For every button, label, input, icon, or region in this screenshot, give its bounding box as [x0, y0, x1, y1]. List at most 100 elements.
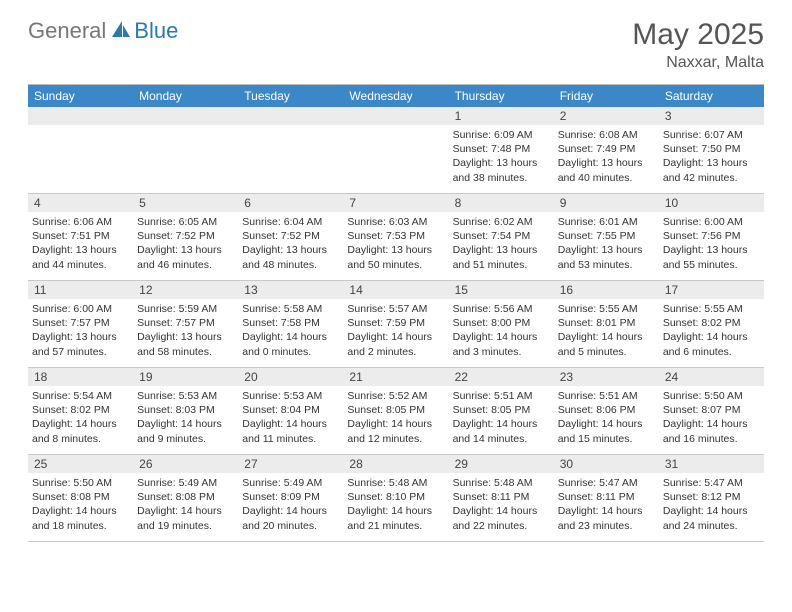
daylight-text: and 22 minutes.	[453, 519, 550, 533]
sunrise-text: Sunrise: 5:55 AM	[558, 302, 655, 316]
daylight-text: Daylight: 14 hours	[137, 417, 234, 431]
day-info: Sunrise: 6:07 AMSunset: 7:50 PMDaylight:…	[663, 128, 760, 185]
daylight-text: and 19 minutes.	[137, 519, 234, 533]
day-number: 30	[554, 455, 659, 473]
sunrise-text: Sunrise: 5:51 AM	[453, 389, 550, 403]
day-info: Sunrise: 5:51 AMSunset: 8:06 PMDaylight:…	[558, 389, 655, 446]
day-cell: 21Sunrise: 5:52 AMSunset: 8:05 PMDayligh…	[343, 368, 448, 454]
day-number: 10	[659, 194, 764, 212]
daylight-text: and 24 minutes.	[663, 519, 760, 533]
day-number: 3	[659, 107, 764, 125]
day-cell: 20Sunrise: 5:53 AMSunset: 8:04 PMDayligh…	[238, 368, 343, 454]
day-number: 19	[133, 368, 238, 386]
daylight-text: Daylight: 13 hours	[137, 330, 234, 344]
logo-text-blue: Blue	[134, 18, 178, 44]
daylight-text: Daylight: 14 hours	[242, 330, 339, 344]
day-number	[343, 107, 448, 125]
sunrise-text: Sunrise: 5:50 AM	[663, 389, 760, 403]
day-cell: 1Sunrise: 6:09 AMSunset: 7:48 PMDaylight…	[449, 107, 554, 193]
daylight-text: Daylight: 13 hours	[242, 243, 339, 257]
sunrise-text: Sunrise: 5:48 AM	[347, 476, 444, 490]
day-cell: 8Sunrise: 6:02 AMSunset: 7:54 PMDaylight…	[449, 194, 554, 280]
daylight-text: Daylight: 14 hours	[453, 417, 550, 431]
day-info: Sunrise: 5:54 AMSunset: 8:02 PMDaylight:…	[32, 389, 129, 446]
daylight-text: and 16 minutes.	[663, 432, 760, 446]
day-number: 29	[449, 455, 554, 473]
sunrise-text: Sunrise: 5:47 AM	[663, 476, 760, 490]
logo-text-general: General	[28, 18, 106, 44]
day-info: Sunrise: 5:47 AMSunset: 8:11 PMDaylight:…	[558, 476, 655, 533]
sunrise-text: Sunrise: 6:07 AM	[663, 128, 760, 142]
sunset-text: Sunset: 8:04 PM	[242, 403, 339, 417]
weekday-header: Tuesday	[238, 85, 343, 107]
day-number: 27	[238, 455, 343, 473]
day-info: Sunrise: 5:53 AMSunset: 8:04 PMDaylight:…	[242, 389, 339, 446]
daylight-text: Daylight: 14 hours	[32, 417, 129, 431]
daylight-text: Daylight: 14 hours	[242, 417, 339, 431]
weekday-header: Monday	[133, 85, 238, 107]
sunset-text: Sunset: 8:11 PM	[558, 490, 655, 504]
day-info: Sunrise: 6:09 AMSunset: 7:48 PMDaylight:…	[453, 128, 550, 185]
day-info: Sunrise: 6:03 AMSunset: 7:53 PMDaylight:…	[347, 215, 444, 272]
day-cell: 23 Sunrise: 5:51 AMSunset: 8:06 PMDayligh…	[554, 368, 659, 454]
day-info: Sunrise: 5:56 AMSunset: 8:00 PMDaylight:…	[453, 302, 550, 359]
daylight-text: Daylight: 14 hours	[663, 504, 760, 518]
day-info: Sunrise: 5:49 AMSunset: 8:09 PMDaylight:…	[242, 476, 339, 533]
daylight-text: Daylight: 14 hours	[558, 504, 655, 518]
daylight-text: Daylight: 13 hours	[558, 156, 655, 170]
day-info: Sunrise: 5:51 AMSunset: 8:05 PMDaylight:…	[453, 389, 550, 446]
day-info: Sunrise: 5:49 AMSunset: 8:08 PMDaylight:…	[137, 476, 234, 533]
sunset-text: Sunset: 8:00 PM	[453, 316, 550, 330]
week-row: 25Sunrise: 5:50 AMSunset: 8:08 PMDayligh…	[28, 455, 764, 542]
daylight-text: Daylight: 14 hours	[453, 504, 550, 518]
day-number: 2	[554, 107, 659, 125]
daylight-text: and 23 minutes.	[558, 519, 655, 533]
sunrise-text: Sunrise: 5:48 AM	[453, 476, 550, 490]
day-cell: 28Sunrise: 5:48 AMSunset: 8:10 PMDayligh…	[343, 455, 448, 541]
day-cell: 24Sunrise: 5:50 AMSunset: 8:07 PMDayligh…	[659, 368, 764, 454]
day-cell: 30 Sunrise: 5:47 AMSunset: 8:11 PMDayligh…	[554, 455, 659, 541]
day-number: 16	[554, 281, 659, 299]
sunset-text: Sunset: 8:08 PM	[32, 490, 129, 504]
location: Naxxar, Malta	[632, 54, 764, 72]
daylight-text: and 15 minutes.	[558, 432, 655, 446]
sunset-text: Sunset: 7:56 PM	[663, 229, 760, 243]
sunset-text: Sunset: 8:02 PM	[663, 316, 760, 330]
daylight-text: and 14 minutes.	[453, 432, 550, 446]
weekday-header: Friday	[554, 85, 659, 107]
weekday-header: Sunday	[28, 85, 133, 107]
day-cell: 7Sunrise: 6:03 AMSunset: 7:53 PMDaylight…	[343, 194, 448, 280]
daylight-text: and 42 minutes.	[663, 171, 760, 185]
sunrise-text: Sunrise: 6:02 AM	[453, 215, 550, 229]
sunset-text: Sunset: 8:08 PM	[137, 490, 234, 504]
sunrise-text: Sunrise: 5:55 AM	[663, 302, 760, 316]
week-row: 4Sunrise: 6:06 AMSunset: 7:51 PMDaylight…	[28, 194, 764, 281]
daylight-text: Daylight: 13 hours	[663, 243, 760, 257]
sunset-text: Sunset: 8:02 PM	[32, 403, 129, 417]
sail-icon	[110, 19, 132, 44]
day-number	[238, 107, 343, 125]
daylight-text: and 38 minutes.	[453, 171, 550, 185]
month-title: May 2025	[632, 18, 764, 52]
daylight-text: and 8 minutes.	[32, 432, 129, 446]
day-cell: 27 Sunrise: 5:49 AMSunset: 8:09 PMDayligh…	[238, 455, 343, 541]
day-cell: 16Sunrise: 5:55 AMSunset: 8:01 PMDayligh…	[554, 281, 659, 367]
day-cell: 14Sunrise: 5:57 AMSunset: 7:59 PMDayligh…	[343, 281, 448, 367]
day-number: 23	[554, 368, 659, 386]
day-cell	[238, 107, 343, 193]
sunset-text: Sunset: 8:11 PM	[453, 490, 550, 504]
day-cell	[133, 107, 238, 193]
daylight-text: Daylight: 13 hours	[453, 156, 550, 170]
daylight-text: and 18 minutes.	[32, 519, 129, 533]
daylight-text: Daylight: 14 hours	[347, 330, 444, 344]
day-cell: 11Sunrise: 6:00 AMSunset: 7:57 PMDayligh…	[28, 281, 133, 367]
daylight-text: and 3 minutes.	[453, 345, 550, 359]
day-cell: 22Sunrise: 5:51 AMSunset: 8:05 PMDayligh…	[449, 368, 554, 454]
day-info: Sunrise: 6:05 AMSunset: 7:52 PMDaylight:…	[137, 215, 234, 272]
day-cell: 26Sunrise: 5:49 AMSunset: 8:08 PMDayligh…	[133, 455, 238, 541]
day-info: Sunrise: 5:53 AMSunset: 8:03 PMDaylight:…	[137, 389, 234, 446]
sunset-text: Sunset: 8:03 PM	[137, 403, 234, 417]
sunset-text: Sunset: 7:52 PM	[242, 229, 339, 243]
weekday-header: Thursday	[449, 85, 554, 107]
daylight-text: Daylight: 14 hours	[242, 504, 339, 518]
